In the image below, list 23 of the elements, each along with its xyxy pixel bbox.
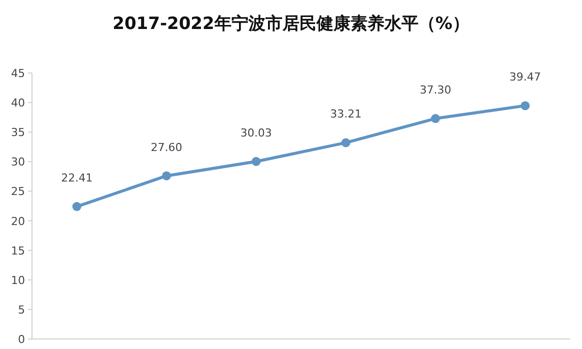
y-tick-label: 20 [11,214,25,228]
point [72,202,82,212]
point [162,171,171,180]
point [341,138,350,148]
y-tick-label: 15 [11,244,25,258]
data-label: 39.47 [509,70,541,84]
y-tick-label: 10 [11,274,25,287]
y-tick-label: 5 [18,303,25,316]
data-label: 22.41 [61,172,93,185]
y-tick-label: 0 [18,333,25,346]
point [520,101,530,110]
y-tick-label: 35 [11,126,25,140]
data-label: 37.30 [420,84,452,97]
chart-title: 2017-2022年宁波市居民健康素养水平（%） [112,14,470,34]
data-label: 33.21 [330,108,362,121]
y-tick-label: 40 [11,96,25,110]
y-tick-label: 25 [11,185,25,198]
y-tick-label: 30 [11,156,25,169]
point [252,156,261,166]
data-label: 27.60 [150,140,182,154]
point [431,114,440,124]
data-label: 30.03 [240,126,272,140]
y-tick-label: 45 [11,67,25,80]
